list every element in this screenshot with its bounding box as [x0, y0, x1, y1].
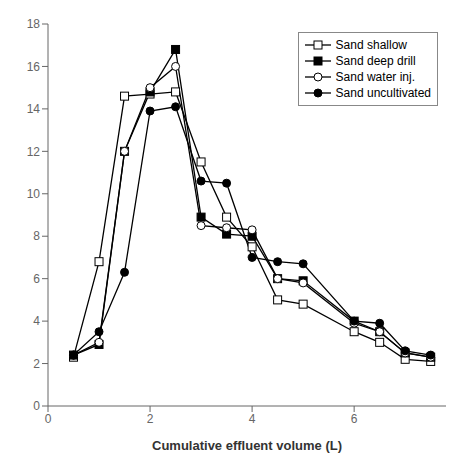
- svg-text:10: 10: [27, 187, 41, 201]
- svg-text:6: 6: [33, 272, 40, 286]
- html-text:Sand shallow: Sand shallow: [335, 38, 407, 52]
- html-text:Sand deep drill: Sand deep drill: [335, 54, 416, 68]
- html-text:Sand water inj.: Sand water inj.: [335, 70, 415, 84]
- svg-text:16: 16: [27, 60, 41, 74]
- svg-text:8: 8: [33, 229, 40, 243]
- svg-text:4: 4: [249, 412, 256, 426]
- svg-text:18: 18: [27, 17, 41, 31]
- svg-text:2: 2: [147, 412, 154, 426]
- svg-text:6: 6: [351, 412, 358, 426]
- html-text:Sand uncultivated: Sand uncultivated: [335, 86, 431, 100]
- svg-text:12: 12: [27, 145, 41, 159]
- svg-text:0: 0: [33, 399, 40, 413]
- svg-text:4: 4: [33, 314, 40, 328]
- svg-text:2: 2: [33, 357, 40, 371]
- svg-text:0: 0: [45, 412, 52, 426]
- svg-text:14: 14: [27, 102, 41, 116]
- svg-text:Cumulative effluent volume (L): Cumulative effluent volume (L): [152, 438, 342, 453]
